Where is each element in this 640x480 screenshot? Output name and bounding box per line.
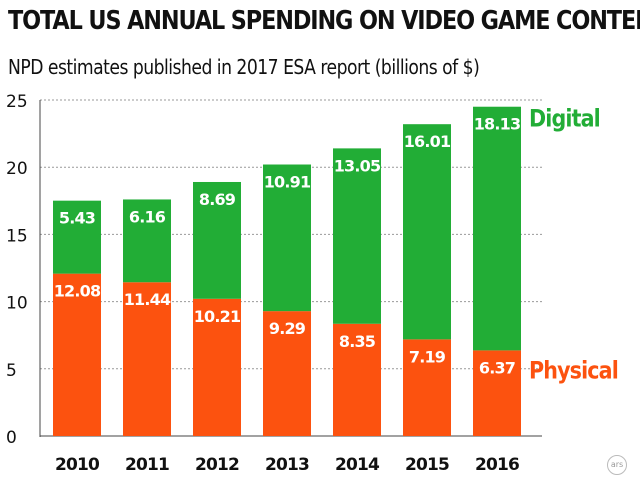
x-tick-label: 2016 xyxy=(475,455,519,475)
data-label: 6.16 xyxy=(129,207,166,226)
data-label: 9.29 xyxy=(269,319,306,338)
data-label: 12.08 xyxy=(54,282,101,301)
data-label: 7.19 xyxy=(409,347,446,366)
data-label: 10.21 xyxy=(194,307,241,326)
x-tick-label: 2011 xyxy=(125,455,169,475)
chart-title: TOTAL US ANNUAL SPENDING ON VIDEO GAME C… xyxy=(8,6,640,36)
bar-digital xyxy=(333,148,381,324)
data-label: 10.91 xyxy=(264,173,311,192)
y-tick-label: 15 xyxy=(6,226,28,246)
y-axis-tick-labels: 0 5 10 15 20 25 xyxy=(6,92,28,448)
bar-digital xyxy=(123,199,171,283)
data-label: 13.05 xyxy=(334,156,381,175)
ars-logo: ars xyxy=(607,455,627,475)
data-label: 16.01 xyxy=(404,132,451,151)
bar-digital xyxy=(53,200,101,274)
bar-physical xyxy=(193,298,241,436)
data-label: 5.43 xyxy=(59,209,95,228)
bar-digital xyxy=(263,164,311,312)
bar-physical xyxy=(123,282,171,436)
y-tick-label: 10 xyxy=(6,294,28,314)
legend: Physical Digital xyxy=(529,105,619,385)
bar-digital xyxy=(193,181,241,299)
x-axis-tick-labels: 2010 2011 2012 2013 2014 2015 2016 xyxy=(55,455,520,475)
bar-physical xyxy=(53,273,101,436)
data-label: 11.44 xyxy=(124,290,171,309)
x-tick-label: 2013 xyxy=(265,455,309,475)
legend-label-physical: Physical xyxy=(529,357,618,385)
data-label: 6.37 xyxy=(479,358,515,377)
x-tick-label: 2010 xyxy=(55,455,100,475)
y-tick-label: 25 xyxy=(6,92,28,112)
bar-physical xyxy=(403,339,451,436)
bar-digital xyxy=(473,106,521,351)
bar-digital xyxy=(403,124,451,340)
y-tick-label: 0 xyxy=(6,428,17,448)
data-label: 8.69 xyxy=(199,190,236,209)
data-label: 18.13 xyxy=(474,115,521,134)
bars: 12.08 5.43 11.44 6.16 10.21 8.69 9.29 10.91 8.35… xyxy=(53,106,521,436)
bar-physical xyxy=(333,323,381,436)
bar-physical xyxy=(263,311,311,436)
y-tick-label: 5 xyxy=(6,361,17,381)
data-label: 8.35 xyxy=(339,332,376,351)
bar-physical xyxy=(473,350,521,436)
legend-label-digital: Digital xyxy=(529,105,600,133)
x-tick-label: 2012 xyxy=(195,455,239,475)
x-tick-label: 2014 xyxy=(335,455,380,475)
chart-subtitle: NPD estimates published in 2017 ESA repo… xyxy=(8,55,480,79)
x-tick-label: 2015 xyxy=(405,455,449,475)
y-tick-label: 20 xyxy=(6,159,28,179)
